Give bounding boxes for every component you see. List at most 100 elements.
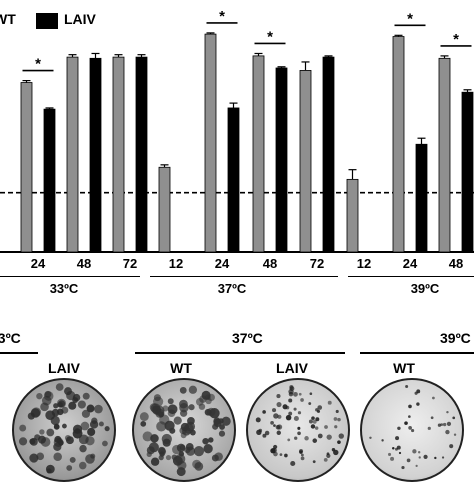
plaque-spot [53,442,62,452]
bar-wt [20,82,33,253]
plaque-spot [412,449,417,454]
plaque-spot [64,435,71,442]
plaque-spot [167,409,176,418]
bar-wt [204,33,217,253]
plaque-spot [323,457,328,462]
plaque-spot [80,421,90,431]
plaque-spot [334,425,338,429]
significance-asterisk: * [219,8,225,25]
plaque-spot [430,416,434,420]
plaque-spot [192,459,202,469]
plaque-spot [18,437,28,446]
plaque-spot [199,395,207,403]
plaque-spot [189,429,196,436]
plaque-spot [298,392,302,396]
plaque-spot [159,414,170,425]
plaque-spot [69,456,76,463]
bar-laiv [275,67,288,253]
plaque-spot [418,456,421,459]
plaque-spot [19,424,27,432]
plaque-spot [139,412,149,422]
plaque-spot [285,405,290,410]
plaque-spot [333,417,338,421]
plaque-spot [279,453,283,456]
bar-laiv [89,57,102,253]
plaque-spot [45,410,56,421]
x-tick-label: 48 [76,256,92,271]
bar-wt [438,57,451,253]
plaque-spot [434,456,437,460]
plaque-spot [453,433,457,436]
plaque-spot [337,417,341,422]
plaque-spot [262,410,266,414]
x-tick-label: 72 [309,256,325,271]
x-tick-label: 24 [30,256,46,271]
group-separator [150,276,338,277]
plaque-spot [208,437,214,443]
plaque-temperature-label: 33ºC [0,330,21,346]
plaque-spot [392,447,395,450]
plaque-spot [275,424,281,430]
bar-wt [66,56,79,253]
plaque-spot [293,415,299,422]
bar-laiv [43,108,56,253]
plaque-spot [277,414,282,419]
plaque-spot [78,461,87,470]
plaque-spot [81,409,91,418]
plaque-spot [273,424,276,427]
plaque-spot [288,398,293,403]
plaque-spot [262,433,267,438]
group-separator [348,276,474,277]
plaque-spot [408,426,412,430]
plaque-spot [395,436,400,441]
plaque-spot [297,431,301,436]
plaque-spot [338,433,344,439]
plaque-spot [29,453,39,463]
plaque-spot [381,439,384,442]
plaque-spot [276,394,281,399]
plaque-spot [221,416,231,426]
plaque-spot [85,454,95,464]
plaque-spot [94,404,103,414]
plaque-spot [102,440,108,447]
plaque-spot [276,401,282,408]
x-tick-label: 48 [448,256,464,271]
plaque-spot [441,456,445,459]
plaque-spot [202,437,209,445]
plaque-spot [256,429,262,435]
plaque-spot [153,394,161,402]
plaque-spot [331,448,336,452]
plaque-spot [300,453,304,457]
bar-wt [158,166,171,253]
plaque-temperature-label: 37ºC [232,330,263,346]
plaque-spot [53,423,60,430]
group-temperature-label: 39ºC [410,281,440,296]
plaque-spot [150,457,160,466]
plaque-spot [169,427,176,434]
plaque-group-line [135,352,345,354]
bar-wt [392,36,405,253]
plate-label: WT [393,360,415,376]
plaque-spot [285,414,292,421]
plaque-spot [62,423,67,429]
x-tick-label: 72 [122,256,138,271]
plaque-spot [146,451,152,458]
plaque-spot [326,434,332,440]
group-temperature-label: 37ºC [217,281,247,296]
plaque-spot [270,420,274,425]
plaque-spot [66,465,73,471]
plaque-spot [300,456,305,461]
plaque-spot [185,421,196,432]
plaque-spot [36,392,43,400]
plaque-spot [423,454,428,459]
plaque-spot [288,411,293,416]
plaque-spot [255,417,261,423]
plaque-spot [290,460,296,467]
plaque-spot [271,447,277,454]
bar-chart: * * * * * [0,8,474,253]
plaque-spot [408,415,411,418]
plaque-spot [314,426,319,430]
plaque-spot [46,468,52,474]
plaque-spot [337,440,341,444]
plaque-plate-image [132,378,236,482]
